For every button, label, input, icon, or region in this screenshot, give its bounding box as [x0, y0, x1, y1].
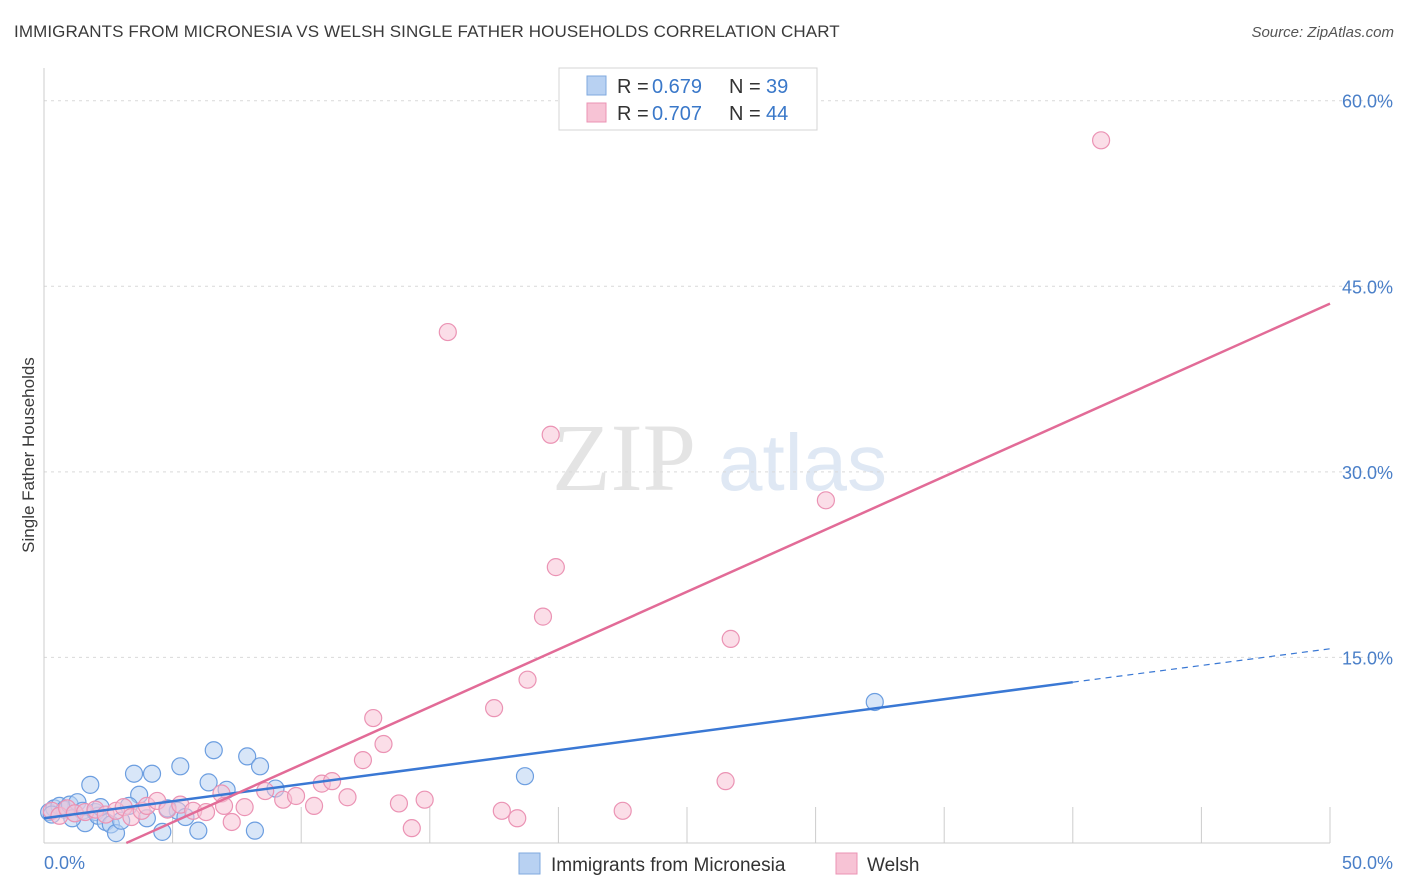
y-tick-label: 30.0% [1342, 463, 1393, 483]
point-welsh [716, 772, 735, 791]
point-micronesia [238, 747, 257, 766]
point-micronesia [865, 692, 884, 712]
point-welsh [364, 708, 383, 728]
bottom-legend: Immigrants from Micronesia Welsh [518, 852, 919, 876]
grid-lines [44, 100, 1393, 658]
point-welsh [235, 798, 254, 817]
point-welsh [402, 819, 421, 838]
point-welsh [415, 790, 434, 809]
source-credit: Source: ZipAtlas.com [1251, 24, 1394, 41]
bottom-legend-label-welsh: Welsh [867, 855, 919, 876]
point-welsh [541, 425, 560, 444]
point-micronesia [245, 821, 265, 840]
y-tick-label: 60.0% [1342, 92, 1393, 112]
point-welsh [353, 751, 373, 770]
trend-line-micronesia [43, 680, 1073, 820]
bottom-legend-swatch-pink [835, 852, 858, 875]
point-micronesia [204, 741, 223, 760]
legend-n-value-1: 39 [766, 76, 788, 98]
x-tick-label-max: 50.0% [1342, 853, 1393, 873]
point-micronesia [142, 764, 162, 783]
point-welsh [518, 670, 537, 689]
point-welsh [389, 794, 409, 813]
point-welsh [721, 629, 740, 648]
axes [43, 68, 1331, 844]
point-welsh [304, 796, 324, 815]
point-welsh [286, 786, 306, 806]
bottom-legend-swatch-blue [518, 852, 541, 875]
series-micronesia-points [40, 692, 884, 843]
point-welsh [338, 788, 357, 807]
trend-lines [43, 302, 1331, 845]
point-micronesia [189, 821, 208, 840]
legend-n-value-2: 44 [766, 103, 788, 125]
point-welsh [222, 812, 241, 832]
point-welsh [613, 801, 632, 820]
legend-r-label-1: R = [617, 76, 649, 98]
bottom-legend-label-micronesia: Immigrants from Micronesia [551, 855, 786, 876]
point-micronesia [199, 773, 218, 792]
point-welsh [492, 801, 511, 820]
point-welsh [546, 558, 565, 577]
point-welsh [1091, 131, 1111, 150]
point-welsh [508, 809, 527, 828]
point-micronesia [81, 775, 100, 794]
y-tick-label: 15.0% [1342, 648, 1393, 668]
point-micronesia [515, 767, 535, 786]
point-welsh [438, 322, 457, 342]
x-tick-label-min: 0.0% [44, 853, 85, 873]
y-axis-label: Single Father Households [19, 357, 38, 553]
legend-swatch-pink [586, 102, 607, 123]
watermark-atlas: atlas [718, 418, 887, 507]
legend-r-value-1: 0.679 [652, 76, 702, 98]
point-micronesia [250, 757, 270, 776]
y-tick-labels: 15.0% 30.0% 45.0% 60.0% [1342, 92, 1393, 669]
point-welsh [816, 491, 835, 510]
watermark-zip: ZIP [552, 404, 696, 511]
point-welsh [485, 699, 504, 718]
trend-line-micronesia-extension [1072, 648, 1331, 683]
y-tick-label: 45.0% [1342, 277, 1393, 297]
legend: R = 0.679 N = 39 R = 0.707 N = 44 [558, 67, 818, 131]
legend-r-value-2: 0.707 [652, 103, 702, 125]
point-welsh [374, 734, 393, 754]
trend-line-welsh [125, 302, 1331, 845]
point-micronesia [124, 764, 144, 783]
point-micronesia [171, 757, 190, 776]
legend-swatch-blue [586, 75, 607, 96]
chart-title: IMMIGRANTS FROM MICRONESIA VS WELSH SING… [14, 22, 840, 41]
legend-n-label-1: N = [729, 76, 761, 98]
legend-r-label-2: R = [617, 103, 649, 125]
legend-n-label-2: N = [729, 103, 761, 125]
point-welsh [533, 607, 553, 626]
